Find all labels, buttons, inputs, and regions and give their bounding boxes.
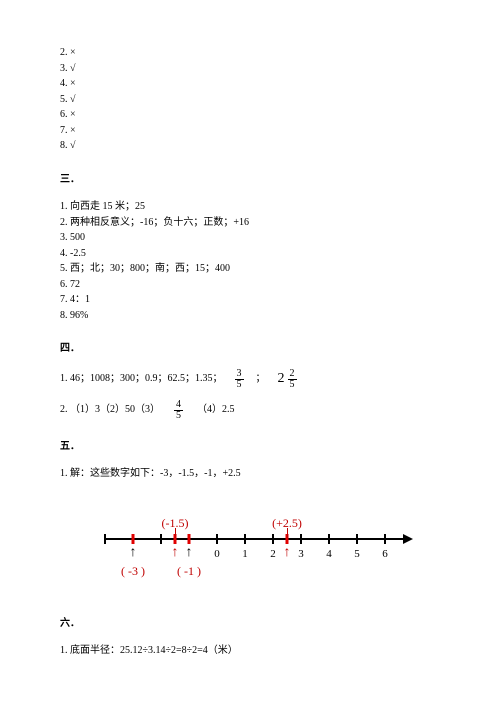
sec6-line1: 1. 底面半径：25.12÷3.14÷2=8÷2=4（米）	[60, 643, 450, 659]
sec2-item: 7. ×	[60, 123, 450, 139]
sec2-item: 4. ×	[60, 76, 450, 92]
section-4-head: 四．	[60, 341, 450, 357]
annotation-leader	[175, 528, 176, 538]
axis-tick	[272, 534, 274, 544]
marked-point	[188, 534, 191, 544]
up-arrow-icon: ↑	[172, 546, 179, 560]
axis-tick	[104, 534, 106, 544]
sec4-line2: 2. （1）3（2）50（3） 4 5 （4）2.5	[60, 400, 450, 421]
number-line-diagram: 0123456(-1.5)(+2.5)↑↑↑↑( -3 )( -1 )	[95, 498, 415, 588]
sec3-item: 8. 96%	[60, 308, 450, 324]
annotation-bottom: ( -1 )	[177, 562, 201, 581]
sec4-line2-a: 2. （1）3（2）50（3）	[60, 402, 160, 418]
sec2-item: 8. √	[60, 138, 450, 154]
sec2-item: 2. ×	[60, 45, 450, 61]
annotation-leader	[287, 528, 288, 538]
sec4-colon: ；	[256, 371, 266, 387]
section-2-list: 2. ×3. √4. ×5. √6. ×7. ×8. √	[60, 45, 450, 154]
axis-arrowhead	[403, 534, 413, 544]
axis-line	[105, 538, 405, 540]
axis-tick-label: 6	[382, 546, 388, 563]
axis-tick-label: 2	[270, 546, 276, 563]
sec2-item: 3. √	[60, 61, 450, 77]
sec4-line1-prefix: 1. 46；1008；300；0.9；62.5；1.35；	[60, 371, 223, 387]
axis-tick	[244, 534, 246, 544]
axis-tick	[160, 534, 162, 544]
axis-tick-label: 5	[354, 546, 360, 563]
sec4-line1: 1. 46；1008；300；0.9；62.5；1.35； 3 5 ； 2 2 …	[60, 369, 450, 390]
frac-4-5: 4 5	[174, 400, 183, 421]
mixed-2-2-5: 2 2 5	[278, 369, 299, 390]
sec3-item: 1. 向西走 15 米；25	[60, 199, 450, 215]
sec4-line2-b: （4）2.5	[197, 402, 235, 418]
frac-3-5: 3 5	[235, 369, 244, 390]
axis-tick-label: 4	[326, 546, 332, 563]
axis-tick	[328, 534, 330, 544]
axis-tick	[384, 534, 386, 544]
axis-tick	[356, 534, 358, 544]
axis-tick	[216, 534, 218, 544]
section-3-head: 三．	[60, 172, 450, 188]
section-3-list: 1. 向西走 15 米；252. 两种相反意义；-16；负十六；正数；+163.…	[60, 199, 450, 323]
sec3-item: 6. 72	[60, 277, 450, 293]
axis-tick-label: 3	[298, 546, 304, 563]
section-5-head: 五．	[60, 439, 450, 455]
section-6-head: 六．	[60, 616, 450, 632]
up-arrow-icon: ↑	[130, 546, 137, 560]
sec3-item: 3. 500	[60, 230, 450, 246]
sec3-item: 7. 4：1	[60, 292, 450, 308]
sec5-line1: 1. 解：这些数字如下：-3，-1.5，-1，+2.5	[60, 466, 450, 482]
marked-point	[132, 534, 135, 544]
axis-tick-label: 1	[242, 546, 248, 563]
sec3-item: 5. 西；北；30；800；南；西；15；400	[60, 261, 450, 277]
sec3-item: 4. -2.5	[60, 246, 450, 262]
sec2-item: 6. ×	[60, 107, 450, 123]
sec2-item: 5. √	[60, 92, 450, 108]
sec3-item: 2. 两种相反意义；-16；负十六；正数；+16	[60, 215, 450, 231]
axis-tick	[300, 534, 302, 544]
annotation-bottom: ( -3 )	[121, 562, 145, 581]
axis-tick-label: 0	[214, 546, 220, 563]
up-arrow-icon: ↑	[186, 546, 193, 560]
up-arrow-icon: ↑	[284, 546, 291, 560]
